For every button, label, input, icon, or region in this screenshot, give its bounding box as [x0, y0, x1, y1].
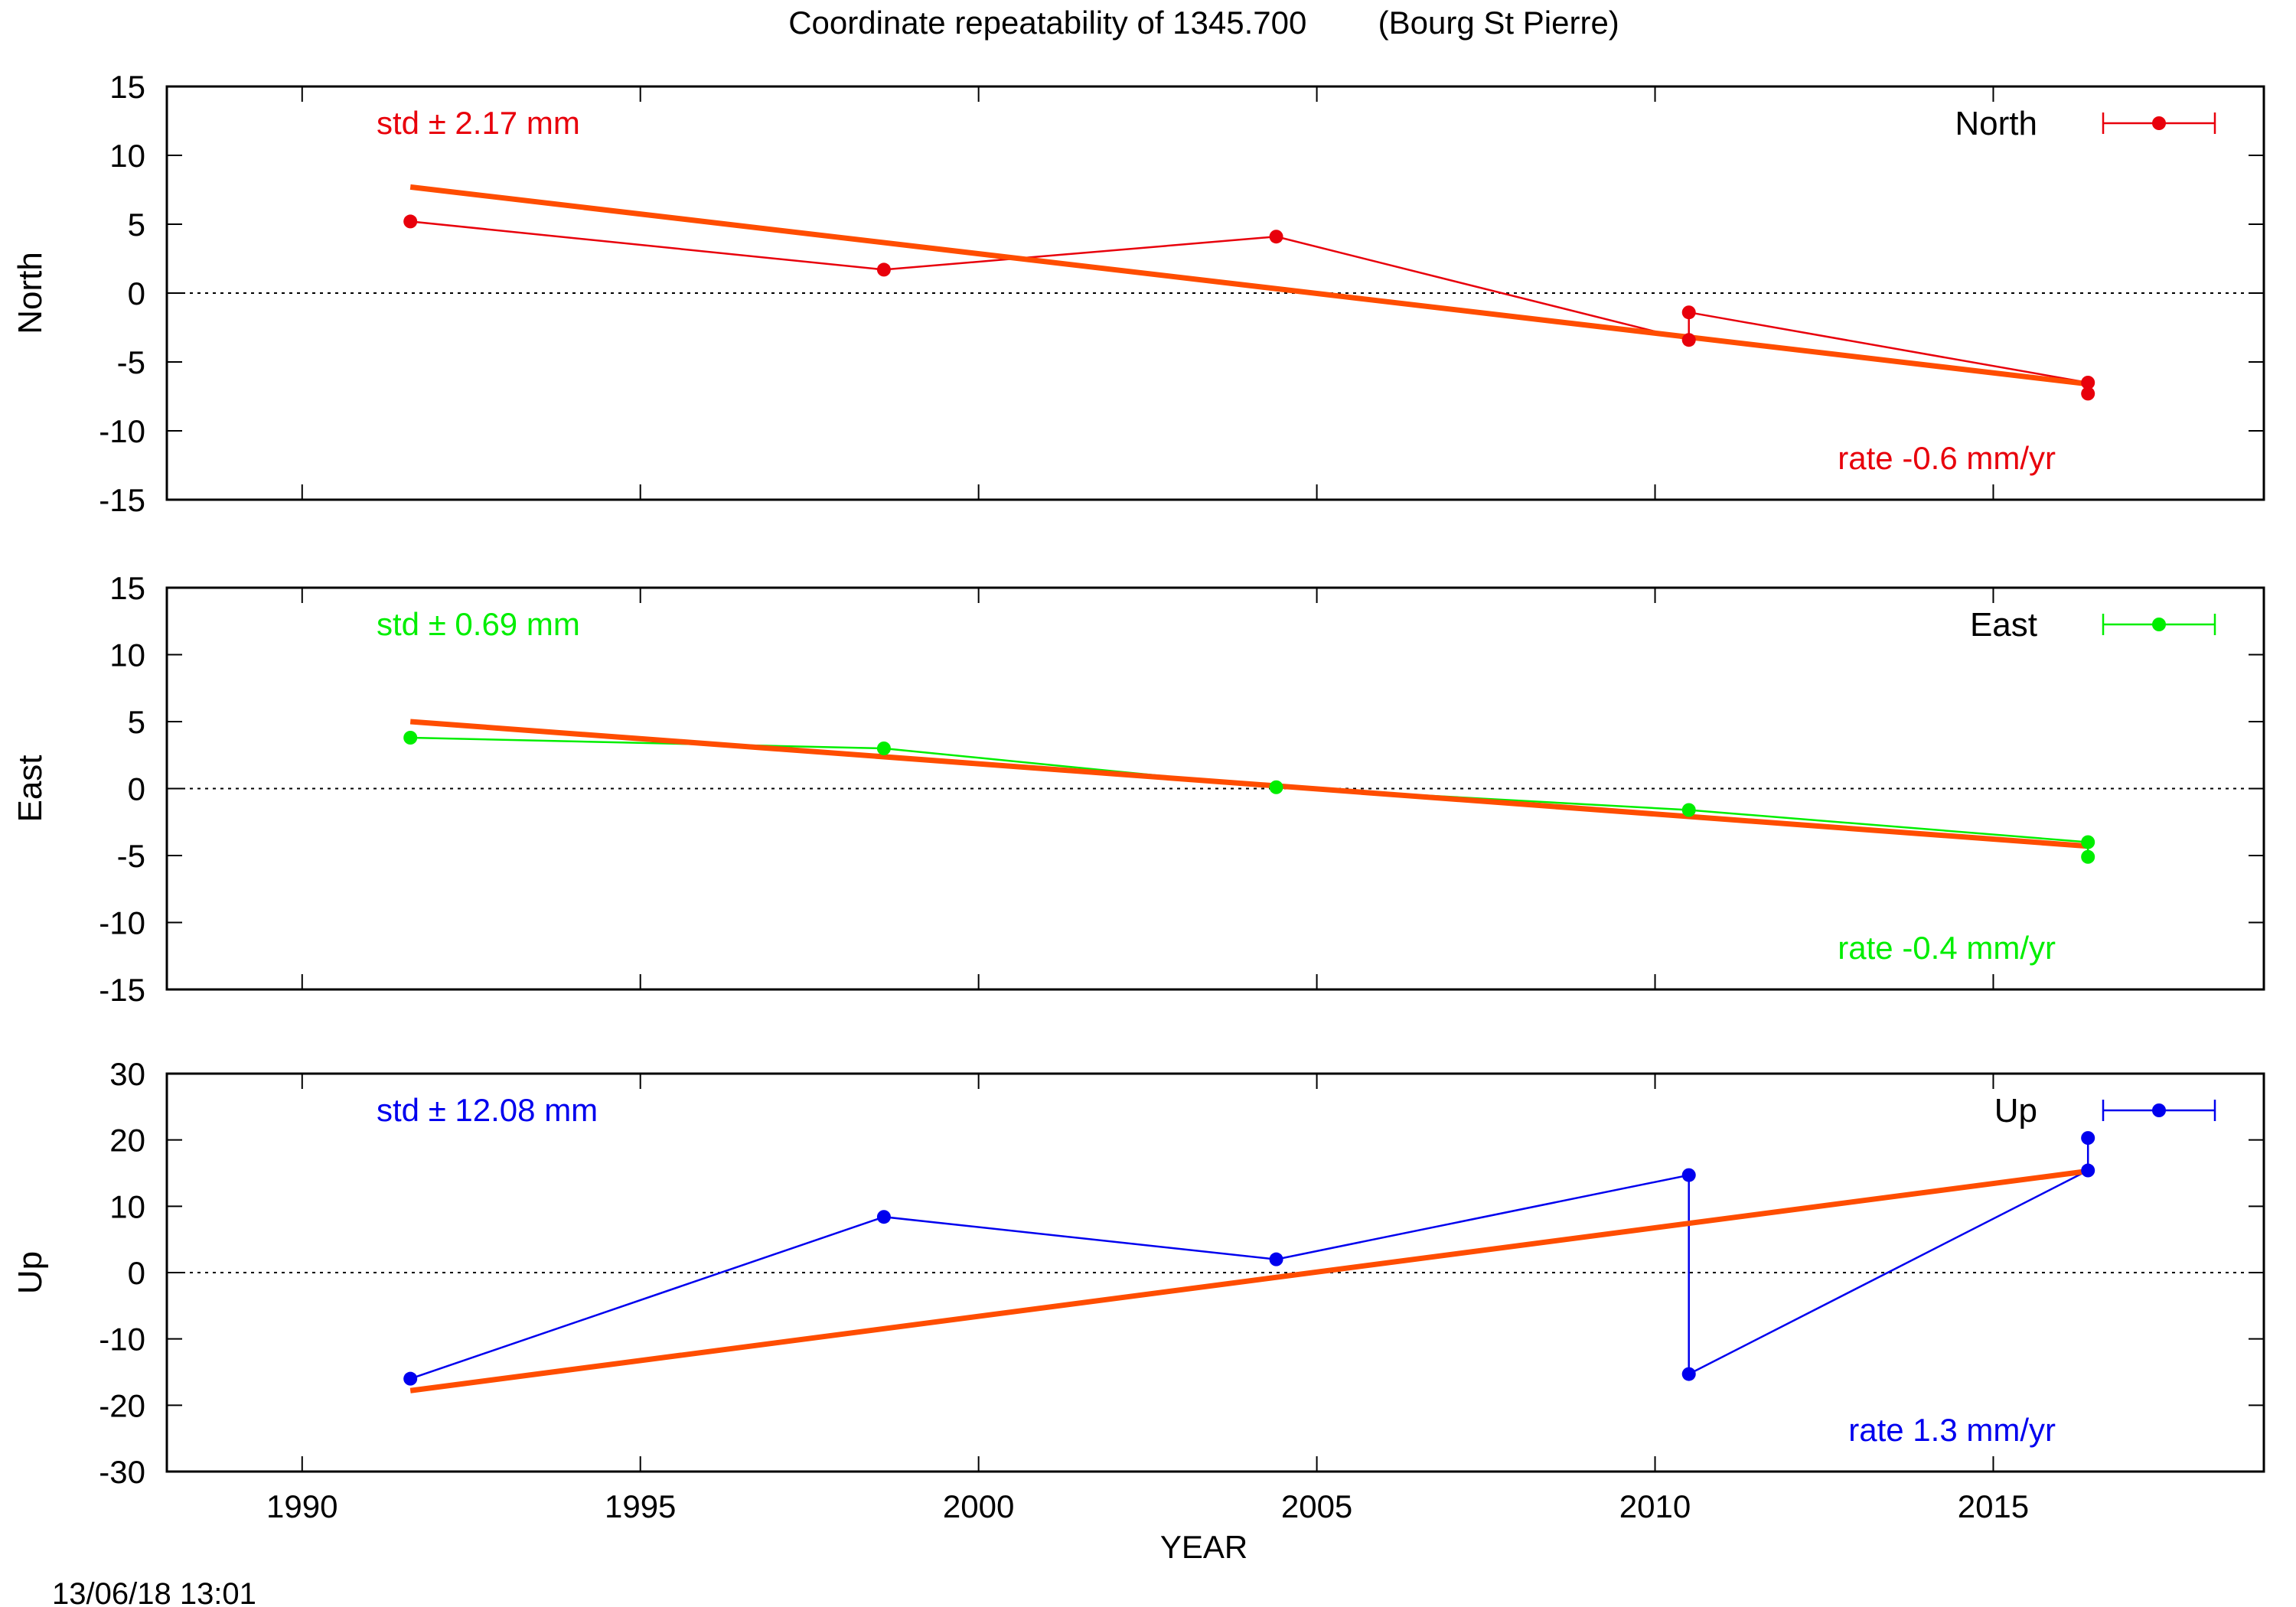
- legend-label: North: [1955, 105, 2037, 142]
- legend-marker: [2152, 618, 2166, 631]
- legend-marker: [2152, 116, 2166, 130]
- chart-title: Coordinate repeatability of 1345.700 (Bo…: [788, 5, 1619, 41]
- rate-label: rate -0.4 mm/yr: [1838, 930, 2056, 966]
- y-tick-label: 0: [128, 771, 145, 807]
- trend-line-east: [409, 719, 2089, 849]
- panels-group: 15 10 5 0 -5 -10 -15 North std ± 2.17 mm rate -0.…: [11, 69, 2265, 1524]
- y-tick-label: 0: [128, 1255, 145, 1291]
- x-tick-label: 2005: [1281, 1488, 1352, 1524]
- series-line-east: [410, 736, 2089, 857]
- x-tick-label: 2010: [1619, 1488, 1691, 1524]
- data-point: [1681, 1168, 1696, 1182]
- plot-frame: [165, 1072, 2265, 1473]
- data-point: [2081, 835, 2095, 849]
- data-point: [403, 731, 418, 745]
- data-point: [1681, 305, 1696, 320]
- y-axis-label: Up: [11, 1251, 49, 1294]
- legend-label: Up: [1994, 1092, 2037, 1129]
- legend-label: East: [1970, 606, 2037, 644]
- data-point: [876, 262, 891, 277]
- data-point: [1681, 333, 1696, 347]
- y-tick-label: -15: [99, 972, 145, 1008]
- std-label: std ± 0.69 mm: [377, 606, 580, 642]
- y-tick-label: -15: [99, 482, 145, 518]
- y-tick-label: -10: [99, 905, 145, 941]
- panel-east: 15 10 5 0 -5 -10 -15 East std ± 0.69 mm rate -0.4…: [11, 570, 2265, 1008]
- trend-line-north: [409, 184, 2089, 387]
- legend-marker: [2152, 1103, 2166, 1117]
- y-tick-label: 5: [128, 704, 145, 740]
- data-point: [2081, 376, 2095, 390]
- x-tick-label: 2015: [1958, 1488, 2029, 1524]
- plot-frame: [165, 85, 2265, 501]
- data-point: [2081, 1131, 2095, 1146]
- std-label: std ± 2.17 mm: [377, 105, 580, 141]
- data-point: [2081, 849, 2095, 864]
- y-tick-label: -20: [99, 1387, 145, 1423]
- data-point: [1681, 1367, 1696, 1381]
- data-point: [2081, 1163, 2095, 1178]
- y-tick-label: 10: [109, 138, 145, 174]
- y-tick-label: 10: [109, 637, 145, 673]
- data-point: [1681, 803, 1696, 817]
- y-tick-label: -30: [99, 1454, 145, 1490]
- y-axis-label: North: [11, 252, 49, 334]
- y-tick-label: -5: [117, 344, 145, 380]
- data-point: [403, 214, 418, 229]
- y-tick-label: 15: [109, 570, 145, 606]
- y-tick-label: -10: [99, 1322, 145, 1358]
- y-tick-label: 30: [109, 1056, 145, 1092]
- data-point: [876, 1210, 891, 1224]
- plot-frame: [165, 586, 2265, 991]
- data-point: [876, 742, 891, 755]
- y-tick-label: -10: [99, 413, 145, 449]
- y-tick-label: 5: [128, 207, 145, 243]
- rate-label: rate 1.3 mm/yr: [1848, 1412, 2056, 1448]
- panel-north: 15 10 5 0 -5 -10 -15 North std ± 2.17 mm rate -0.…: [11, 69, 2265, 518]
- data-point: [1269, 230, 1283, 244]
- x-axis-label: YEAR: [1160, 1529, 1247, 1565]
- y-tick-label: 10: [109, 1188, 145, 1224]
- x-tick-label: 2000: [943, 1488, 1014, 1524]
- data-point: [2081, 386, 2095, 401]
- trend-line-up: [409, 1168, 2089, 1393]
- series-line-up: [409, 1138, 2089, 1380]
- rate-label: rate -0.6 mm/yr: [1838, 440, 2056, 476]
- data-point: [1269, 780, 1283, 794]
- x-tick-label: 1990: [266, 1488, 338, 1524]
- y-tick-label: -5: [117, 838, 145, 874]
- y-tick-label: 20: [109, 1123, 145, 1159]
- data-point: [1269, 1252, 1283, 1266]
- y-tick-label: 0: [128, 275, 145, 311]
- std-label: std ± 12.08 mm: [377, 1092, 598, 1128]
- data-point: [403, 1371, 418, 1386]
- series-line-north: [410, 220, 2089, 394]
- y-axis-label: East: [11, 755, 49, 822]
- timestamp: 13/06/18 13:01: [52, 1577, 256, 1607]
- x-tick-label: 1995: [605, 1488, 676, 1524]
- y-tick-label: 15: [109, 69, 145, 105]
